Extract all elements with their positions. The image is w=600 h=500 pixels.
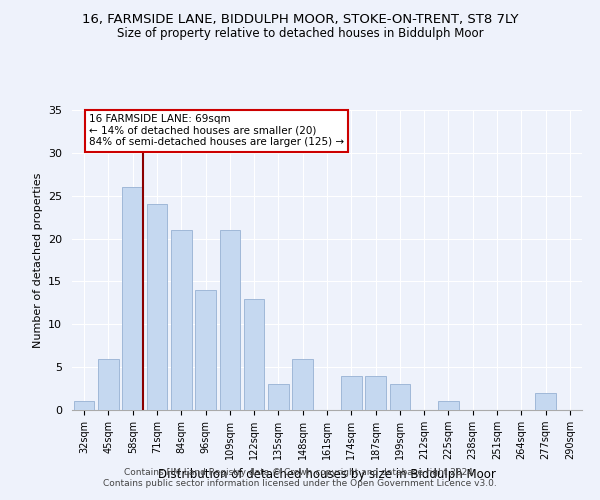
Bar bbox=[220, 230, 240, 410]
Bar bbox=[268, 384, 289, 410]
Text: 16, FARMSIDE LANE, BIDDULPH MOOR, STOKE-ON-TRENT, ST8 7LY: 16, FARMSIDE LANE, BIDDULPH MOOR, STOKE-… bbox=[82, 12, 518, 26]
Text: 16 FARMSIDE LANE: 69sqm
← 14% of detached houses are smaller (20)
84% of semi-de: 16 FARMSIDE LANE: 69sqm ← 14% of detache… bbox=[89, 114, 344, 148]
Bar bbox=[389, 384, 410, 410]
Bar bbox=[74, 402, 94, 410]
Bar bbox=[171, 230, 191, 410]
Text: Contains HM Land Registry data © Crown copyright and database right 2024.
Contai: Contains HM Land Registry data © Crown c… bbox=[103, 468, 497, 487]
Bar bbox=[122, 187, 143, 410]
Bar bbox=[98, 358, 119, 410]
Bar bbox=[341, 376, 362, 410]
Bar bbox=[535, 393, 556, 410]
Y-axis label: Number of detached properties: Number of detached properties bbox=[32, 172, 43, 348]
Bar bbox=[146, 204, 167, 410]
Bar bbox=[365, 376, 386, 410]
Bar bbox=[195, 290, 216, 410]
Bar bbox=[244, 298, 265, 410]
X-axis label: Distribution of detached houses by size in Biddulph Moor: Distribution of detached houses by size … bbox=[158, 468, 496, 480]
Bar bbox=[438, 402, 459, 410]
Bar bbox=[292, 358, 313, 410]
Text: Size of property relative to detached houses in Biddulph Moor: Size of property relative to detached ho… bbox=[116, 28, 484, 40]
